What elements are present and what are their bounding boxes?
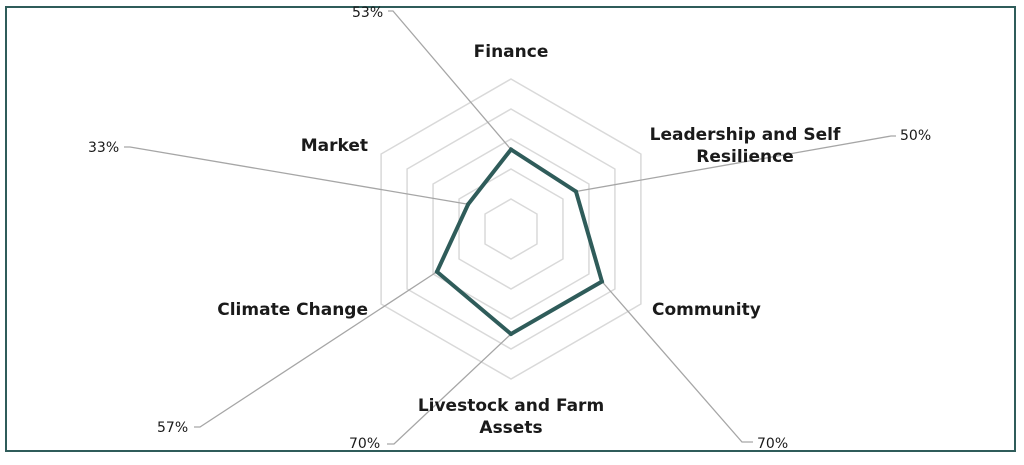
grid-ring [406, 108, 616, 350]
category-label-1: Leadership and Self Resilience [650, 125, 841, 167]
data-point-0 [509, 147, 513, 152]
data-point-5 [466, 202, 471, 207]
data-point-3 [509, 332, 513, 336]
value-label-2: 70% [757, 436, 788, 452]
category-label-3: Livestock and Farm Assets [418, 396, 604, 438]
value-label-4: 57% [157, 420, 188, 436]
chart-frame [5, 6, 1016, 452]
grid-ring [458, 168, 564, 290]
leader-line-2 [601, 281, 753, 443]
leader-line-5 [124, 146, 469, 205]
series [434, 146, 605, 337]
category-label-0: Finance [474, 42, 549, 62]
value-label-1: 50% [900, 128, 931, 144]
leader-line-4 [194, 271, 438, 428]
data-point-1 [573, 189, 578, 194]
category-label-4: Climate Change [217, 300, 368, 320]
leader-line-1 [575, 135, 896, 193]
grid-ring [432, 138, 590, 320]
category-labels: Finance Leadership and Self Resilience Comm… [217, 42, 841, 438]
data-point-2 [599, 279, 604, 284]
leader-lines [124, 10, 896, 445]
leader-line-3 [387, 333, 512, 445]
value-label-5: 33% [88, 140, 119, 156]
value-label-0: 53% [352, 5, 383, 21]
category-label-2: Community [652, 300, 761, 320]
grid-ring [484, 198, 538, 260]
leader-line-0 [388, 10, 512, 150]
grid-ring [380, 78, 642, 380]
grid [380, 78, 642, 380]
value-labels: 53% 50% 70% 70% 57% 33% [88, 5, 931, 452]
data-point-4 [434, 269, 439, 274]
category-label-5: Market [301, 136, 368, 156]
value-label-3: 70% [349, 436, 380, 452]
